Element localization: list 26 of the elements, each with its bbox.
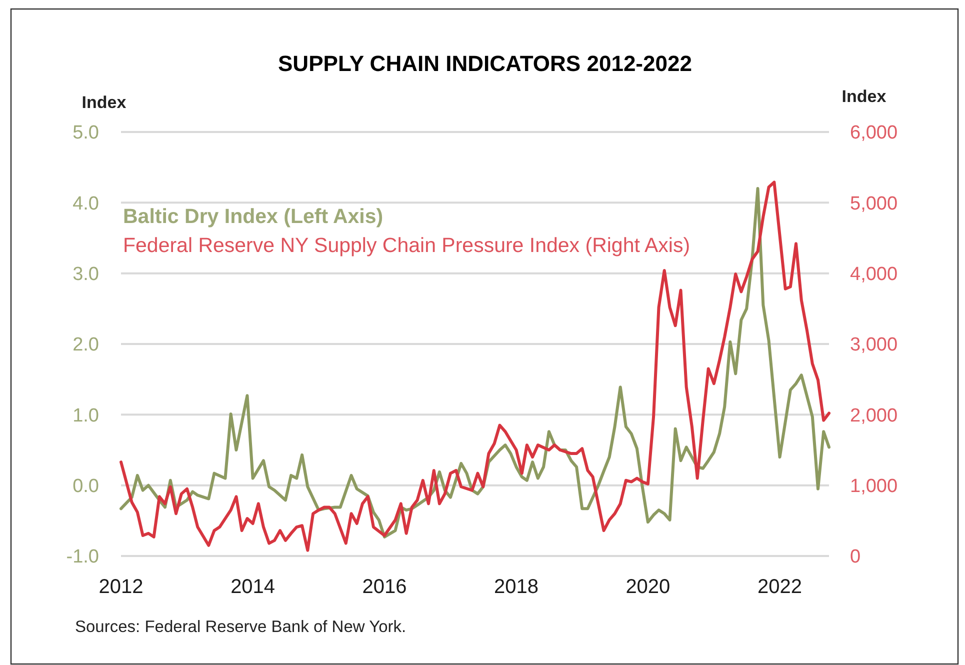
x-tick-label: 2012 bbox=[98, 576, 144, 598]
y-tick-label: 2.0 bbox=[72, 334, 99, 356]
y2-axis-title: Index bbox=[842, 87, 887, 106]
y2-tick-label: 0 bbox=[850, 546, 861, 568]
y2-tick-label: 5,000 bbox=[850, 193, 898, 214]
y-tick-label: 0.0 bbox=[72, 476, 99, 497]
y2-tick-label: 2,000 bbox=[850, 405, 898, 426]
x-tick-label: 2018 bbox=[494, 576, 539, 598]
x-tick-label: 2022 bbox=[758, 576, 802, 598]
y-tick-label: -1.0 bbox=[66, 546, 99, 568]
source-note: Sources: Federal Reserve Bank of New York. bbox=[75, 618, 406, 636]
y-tick-label: 4.0 bbox=[72, 193, 99, 214]
series-label: Federal Reserve NY Supply Chain Pressure Index (Right Axis) bbox=[123, 234, 690, 257]
x-tick-label: 2016 bbox=[362, 576, 407, 598]
y-tick-label: 3.0 bbox=[72, 264, 99, 285]
y-axis-title: Index bbox=[82, 93, 127, 112]
x-tick-label: 2020 bbox=[626, 576, 670, 598]
y2-tick-label: 1,000 bbox=[850, 476, 898, 497]
x-tick-label: 2014 bbox=[230, 576, 276, 598]
text: Baltic Dry Index (Left Axis) bbox=[123, 205, 384, 228]
y2-tick-label: 4,000 bbox=[850, 264, 898, 285]
y2-tick-label: 3,000 bbox=[850, 334, 898, 356]
y-tick-label: 1.0 bbox=[72, 405, 99, 426]
chart-title: SUPPLY CHAIN INDICATORS 2012-2022 bbox=[278, 51, 692, 76]
y-tick-label: 5.0 bbox=[72, 122, 99, 144]
y2-tick-label: 6,000 bbox=[850, 122, 898, 144]
